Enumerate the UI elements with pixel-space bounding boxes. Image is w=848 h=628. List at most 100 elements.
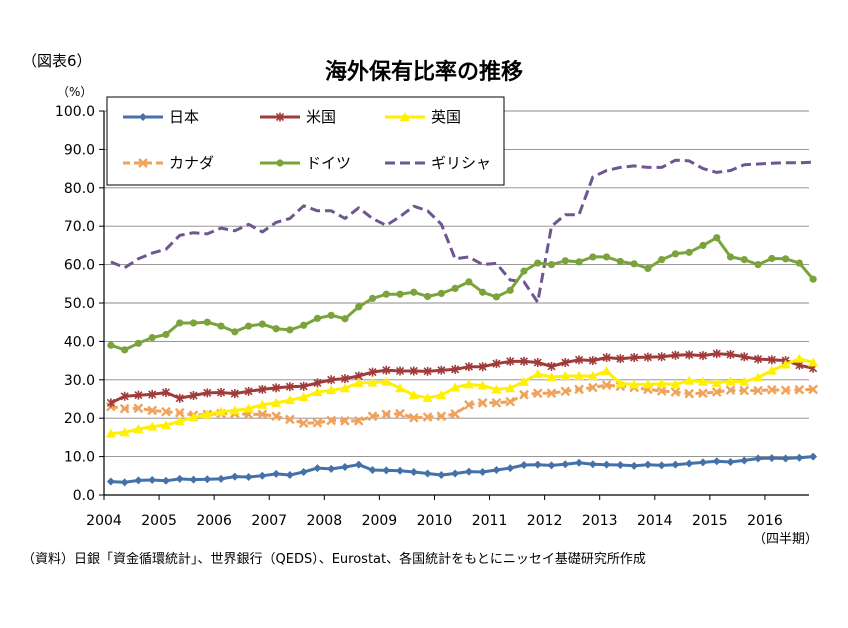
data-point: [147, 405, 158, 416]
data-point: [753, 354, 763, 364]
data-point: [422, 392, 433, 402]
legend-item-2: 米国: [260, 108, 336, 126]
series-2: [106, 349, 818, 408]
data-point: [795, 453, 804, 462]
data-point: [740, 256, 748, 264]
data-point: [286, 326, 294, 334]
legend-label: 英国: [431, 108, 461, 126]
data-point: [464, 399, 474, 410]
x-axis-ticks: 2004 2005 2006 2007 2008 2009 2010 2011 2012 2013…: [86, 495, 783, 529]
data-point: [285, 414, 295, 425]
data-point: [189, 391, 198, 401]
data-point: [532, 369, 543, 379]
data-point: [423, 292, 432, 301]
data-point: [258, 320, 266, 328]
data-point: [766, 384, 777, 395]
data-point: [422, 412, 433, 422]
data-point: [546, 372, 557, 382]
data-point: [272, 383, 281, 393]
data-point: [437, 289, 445, 297]
data-point: [257, 399, 268, 409]
y-tick-label: 10.0: [64, 450, 95, 466]
data-point: [451, 364, 460, 374]
data-point: [643, 460, 652, 469]
data-point: [327, 311, 335, 319]
data-point: [133, 403, 144, 414]
data-point: [285, 382, 294, 392]
data-point: [492, 466, 501, 475]
data-point: [395, 366, 405, 376]
data-point: [780, 385, 791, 396]
series-4: [106, 380, 818, 429]
data-point: [450, 382, 461, 392]
chart-title: 海外保有比率の推移: [324, 60, 523, 85]
data-point: [271, 397, 282, 407]
data-point: [148, 476, 157, 485]
data-point: [189, 319, 198, 327]
data-point: [588, 460, 597, 469]
data-point: [712, 457, 721, 466]
x-tick-label: 2013: [582, 513, 618, 529]
data-point: [409, 366, 418, 376]
legend-label: 米国: [306, 108, 336, 126]
data-point: [298, 418, 309, 429]
data-point: [561, 257, 569, 265]
data-point: [809, 275, 817, 283]
data-point: [657, 461, 666, 470]
data-point: [436, 390, 447, 400]
data-point: [809, 452, 818, 461]
legend-item-4: カナダ: [123, 154, 214, 172]
data-point: [162, 330, 170, 339]
data-point: [367, 377, 378, 387]
y-axis-unit: （%）: [57, 85, 93, 99]
data-point: [725, 385, 736, 396]
x-tick-label: 2005: [141, 513, 177, 529]
data-point: [340, 416, 350, 426]
data-point: [642, 379, 653, 389]
data-point: [353, 416, 364, 426]
y-tick-label: 80.0: [64, 181, 95, 197]
data-point: [258, 384, 267, 394]
data-point: [753, 372, 764, 382]
y-tick-label: 0.0: [73, 488, 95, 504]
data-point: [368, 367, 377, 377]
data-point: [326, 385, 337, 395]
data-point: [450, 409, 460, 419]
data-point: [671, 250, 680, 258]
series-layer: [105, 158, 819, 487]
legend-item-3: 英国: [385, 108, 461, 126]
data-point: [725, 376, 736, 386]
data-point: [532, 388, 543, 399]
data-point: [139, 113, 147, 121]
data-point: [121, 346, 129, 354]
data-point: [381, 376, 392, 386]
data-point: [257, 409, 268, 420]
data-point: [533, 358, 542, 368]
data-point: [410, 288, 418, 296]
data-point: [574, 384, 584, 395]
data-point: [684, 375, 695, 385]
data-point: [367, 411, 378, 422]
x-tick-label: 2009: [362, 513, 398, 529]
data-point: [285, 471, 294, 480]
data-point: [230, 472, 239, 481]
x-tick-label: 2007: [251, 513, 287, 529]
series-line: [110, 236, 815, 352]
data-point: [477, 397, 488, 408]
y-tick-label: 20.0: [64, 411, 95, 427]
data-point: [795, 259, 803, 267]
data-point: [491, 397, 502, 408]
data-point: [767, 355, 776, 365]
data-point: [671, 350, 680, 360]
data-point: [587, 382, 598, 393]
y-tick-label: 70.0: [64, 219, 95, 235]
data-point: [685, 459, 694, 468]
legend-label: 日本: [169, 108, 199, 126]
series-line: [110, 357, 814, 436]
data-point: [175, 474, 184, 483]
data-point: [587, 370, 598, 380]
data-point: [630, 461, 639, 470]
data-point: [505, 396, 516, 407]
data-point: [808, 384, 818, 395]
data-point: [589, 253, 597, 261]
